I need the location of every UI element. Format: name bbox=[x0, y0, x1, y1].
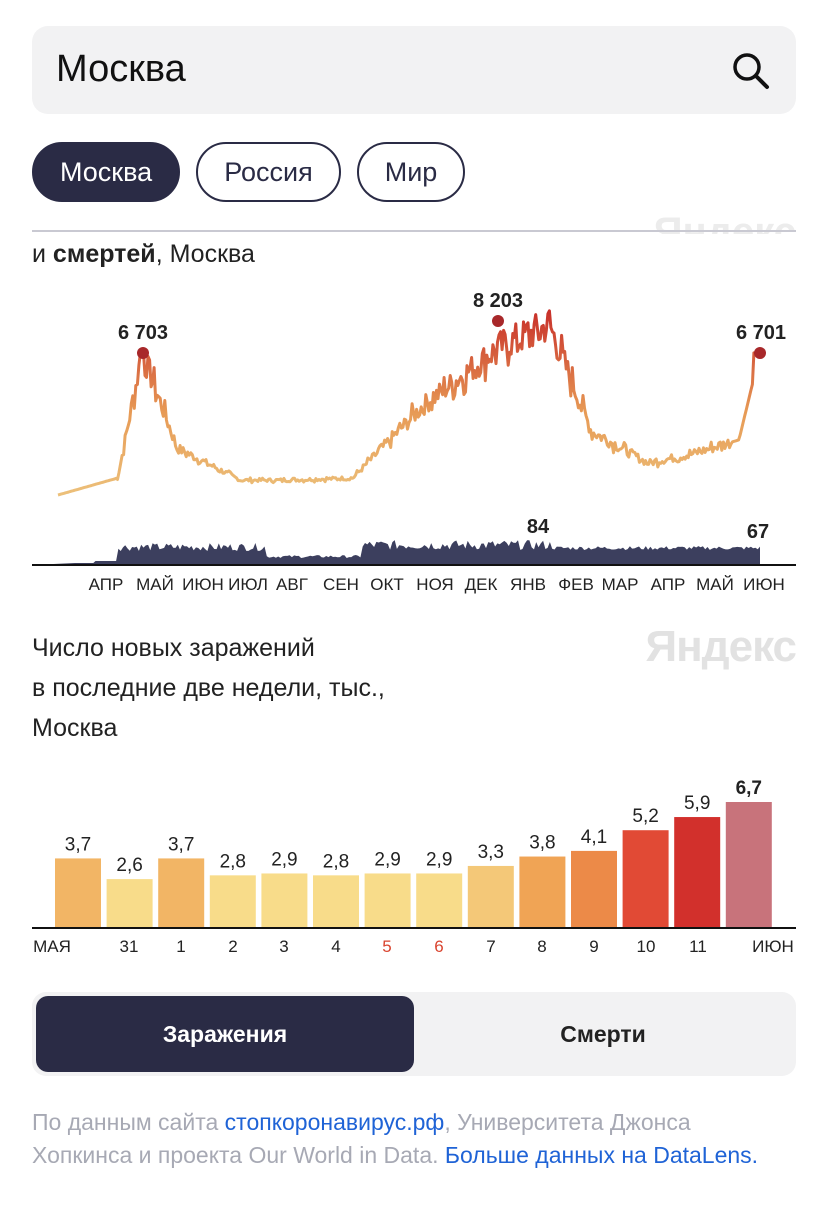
bar-value-label: 3,8 bbox=[529, 833, 555, 854]
bar bbox=[725, 802, 772, 928]
month-tick: МАР bbox=[602, 575, 639, 594]
month-tick: МАЙ bbox=[136, 575, 174, 594]
month-tick: ИЮН bbox=[743, 575, 785, 594]
bar-tick: 9 bbox=[589, 937, 598, 956]
month-tick: ОКТ bbox=[370, 575, 404, 594]
month-tick: АВГ bbox=[276, 575, 308, 594]
bar bbox=[364, 873, 411, 928]
bar-tick: 10 bbox=[637, 937, 656, 956]
bar bbox=[571, 850, 617, 928]
month-tick: ФЕВ bbox=[558, 575, 594, 594]
bar-value-label: 2,9 bbox=[271, 849, 297, 870]
deaths-bars bbox=[32, 540, 760, 565]
bar-value-label: 5,9 bbox=[684, 793, 710, 814]
bar-tick: 4 bbox=[331, 937, 340, 956]
bar bbox=[519, 856, 566, 928]
search-input[interactable]: Москва bbox=[56, 48, 186, 90]
deaths-label-2: 67 bbox=[747, 521, 769, 543]
bar bbox=[261, 873, 308, 928]
source-note: По данным сайта стопкоронавирус.рф, Унив… bbox=[32, 1109, 759, 1168]
month-tick: МАЙ bbox=[696, 575, 734, 594]
bar bbox=[106, 879, 153, 928]
toggle-deaths[interactable]: Смерти bbox=[560, 1020, 646, 1047]
bar bbox=[313, 875, 359, 928]
metric-toggle: Заражения Смерти bbox=[32, 992, 796, 1076]
bar-tick: 7 bbox=[486, 937, 495, 956]
bar-tick: 2 bbox=[228, 937, 237, 956]
bar bbox=[467, 865, 514, 928]
search-icon[interactable] bbox=[732, 52, 770, 90]
bar-value-label: 3,3 bbox=[478, 842, 504, 863]
bar-chart-title: Число новых заражений в последние две не… bbox=[32, 634, 385, 742]
yandex-logo: Яндекс bbox=[645, 622, 797, 671]
chart-title-partial: и смертей, Москва bbox=[32, 240, 255, 268]
month-tick: ЯНВ bbox=[510, 575, 546, 594]
bar bbox=[674, 817, 721, 928]
toggle-infections[interactable]: Заражения bbox=[36, 996, 414, 1072]
bar-tick: 6 bbox=[434, 937, 443, 956]
peak-label-1: 6 703 bbox=[118, 322, 168, 344]
peak-marker-2 bbox=[492, 315, 504, 327]
bar-value-label: 2,6 bbox=[116, 855, 142, 876]
month-tick: АПР bbox=[89, 575, 124, 594]
peak-marker-1 bbox=[137, 347, 149, 359]
bar-tick: МАЯ bbox=[33, 937, 71, 956]
peak-label-2: 8 203 bbox=[473, 290, 523, 312]
month-tick: СЕН bbox=[323, 575, 359, 594]
bar-value-label: 6,7 bbox=[736, 778, 762, 799]
bar-tick: 3 bbox=[279, 937, 288, 956]
bar-value-label: 2,8 bbox=[220, 851, 246, 872]
bar bbox=[209, 875, 256, 928]
source-link[interactable]: стопкоронавирус.рф bbox=[224, 1109, 445, 1135]
bar bbox=[55, 858, 101, 928]
cases-line bbox=[57, 309, 760, 497]
bar-value-label: 4,1 bbox=[581, 827, 607, 848]
month-tick: ИЮН bbox=[182, 575, 224, 594]
bar-tick: 8 bbox=[537, 937, 546, 956]
datalens-link[interactable]: Больше данных на DataLens. bbox=[444, 1142, 759, 1168]
bar-tick: ИЮН bbox=[752, 937, 794, 956]
bar-value-label: 2,9 bbox=[426, 849, 452, 870]
peak-marker-3 bbox=[754, 347, 766, 359]
bar bbox=[158, 858, 205, 928]
bar-value-label: 3,7 bbox=[65, 834, 91, 855]
bar-value-label: 2,8 bbox=[323, 851, 349, 872]
chip-world[interactable]: Мир bbox=[356, 142, 466, 202]
month-tick: ИЮЛ bbox=[228, 575, 268, 594]
chip-moscow[interactable]: Москва bbox=[32, 142, 181, 202]
bar-tick: 5 bbox=[382, 937, 391, 956]
bar bbox=[622, 830, 669, 928]
bar-tick: 11 bbox=[689, 937, 707, 956]
search-field[interactable]: Москва bbox=[32, 26, 796, 114]
bar-value-label: 2,9 bbox=[374, 849, 400, 870]
month-tick: НОЯ bbox=[416, 575, 453, 594]
bar-value-label: 3,7 bbox=[168, 834, 194, 855]
deaths-label-1: 84 bbox=[527, 516, 550, 538]
divider bbox=[32, 230, 796, 232]
peak-label-3: 6 701 bbox=[736, 322, 786, 344]
region-chips: Москва Россия Мир bbox=[32, 142, 466, 202]
bar-tick: 1 bbox=[176, 937, 185, 956]
cases-deaths-chart: 6 703 8 203 6 701 84 67 АПР МАЙ ИЮН ИЮЛ … bbox=[32, 290, 796, 594]
bar-value-label: 5,2 bbox=[632, 806, 658, 827]
month-tick: ДЕК bbox=[465, 575, 498, 594]
month-tick: АПР bbox=[651, 575, 686, 594]
bar bbox=[416, 873, 463, 928]
chip-russia[interactable]: Россия bbox=[196, 142, 341, 202]
bar-tick: 31 bbox=[120, 937, 139, 956]
two-week-cases-bar-chart: 3,7 2,6 3,7 2,8 2,9 2,8 2,9 2,9 3,3 3,8 4,1 5,2 5,9 6… bbox=[32, 778, 796, 956]
